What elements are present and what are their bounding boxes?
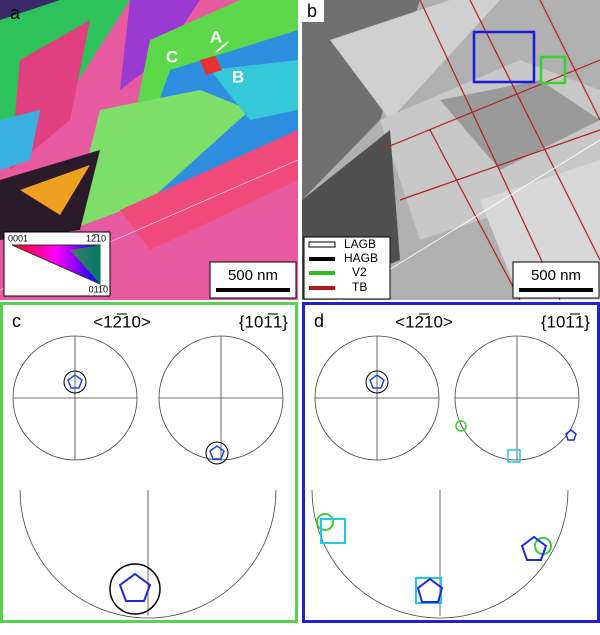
shape (0, 110, 40, 170)
shape (200, 56, 222, 75)
shape (520, 535, 548, 561)
shape (120, 130, 298, 250)
shape (311, 489, 569, 619)
shape (19, 489, 277, 619)
highlight-box (539, 55, 567, 85)
scale-bar: 500 nm (512, 261, 600, 299)
shape (302, 302, 600, 623)
shape (379, 0, 600, 300)
annotation: C (166, 47, 178, 66)
key-label: 12̅10 (86, 233, 106, 243)
key-label: 0001 (8, 233, 28, 243)
shape (399, 129, 600, 201)
scale-text: 500 nm (531, 267, 581, 284)
shape (309, 271, 335, 275)
plane-label: {101̅1} (239, 312, 288, 331)
shape (205, 441, 229, 465)
direction-label: <12̅10> (395, 312, 453, 331)
shape (70, 90, 250, 230)
scale-text: 500 nm (228, 267, 278, 284)
arrow (215, 41, 229, 53)
shape (109, 563, 161, 615)
scale-bar: 500 nm (209, 261, 297, 299)
pole-figure-panel: c <12̅10> {101̅1} (0, 302, 298, 623)
shape (67, 374, 83, 389)
shape (507, 449, 521, 463)
shape (369, 374, 385, 389)
highlight-box (472, 30, 536, 84)
shape (539, 0, 600, 121)
label-bg (302, 0, 324, 22)
shape (455, 420, 467, 432)
panel-label: b (307, 1, 317, 21)
shape (419, 0, 561, 300)
shape (209, 445, 225, 460)
shape (429, 129, 521, 300)
shape (309, 257, 335, 261)
shape (330, 0, 500, 120)
shape (365, 370, 389, 394)
legend-label: HAGB (344, 251, 378, 265)
shape (379, 59, 600, 151)
panel-label: c (12, 311, 21, 331)
shape (320, 518, 346, 544)
shape (70, 245, 100, 284)
panel-label: d (314, 311, 324, 331)
legend-label: V2 (352, 265, 367, 279)
shape (20, 165, 90, 215)
legend-label: LAGB (344, 237, 376, 251)
shape (440, 80, 600, 170)
shape (309, 286, 335, 290)
legend-label: TB (352, 280, 367, 294)
panel-label: a (10, 3, 21, 23)
shape (469, 0, 600, 261)
shape (308, 241, 336, 248)
shape (63, 370, 87, 394)
key-label: 011̅0 (89, 284, 108, 294)
shape (316, 513, 334, 531)
shape (565, 429, 577, 441)
annotation: B (232, 67, 244, 86)
legend: LAGB HAGB V2 TB (303, 236, 391, 300)
shape (519, 288, 593, 292)
pole-figure-panel: d <12̅10> {101̅1} (302, 302, 600, 623)
shape (118, 572, 152, 602)
plane-label: {101̅1} (541, 312, 590, 331)
annotation: A (210, 27, 222, 46)
shape (0, 302, 298, 623)
shape (216, 288, 290, 292)
shape (416, 577, 444, 603)
color-key: 0001 12̅10 011̅0 (3, 231, 111, 297)
shape (210, 60, 298, 120)
direction-label: <12̅10> (93, 312, 151, 331)
band-contrast-map (302, 0, 600, 300)
orientation-map (0, 0, 298, 300)
